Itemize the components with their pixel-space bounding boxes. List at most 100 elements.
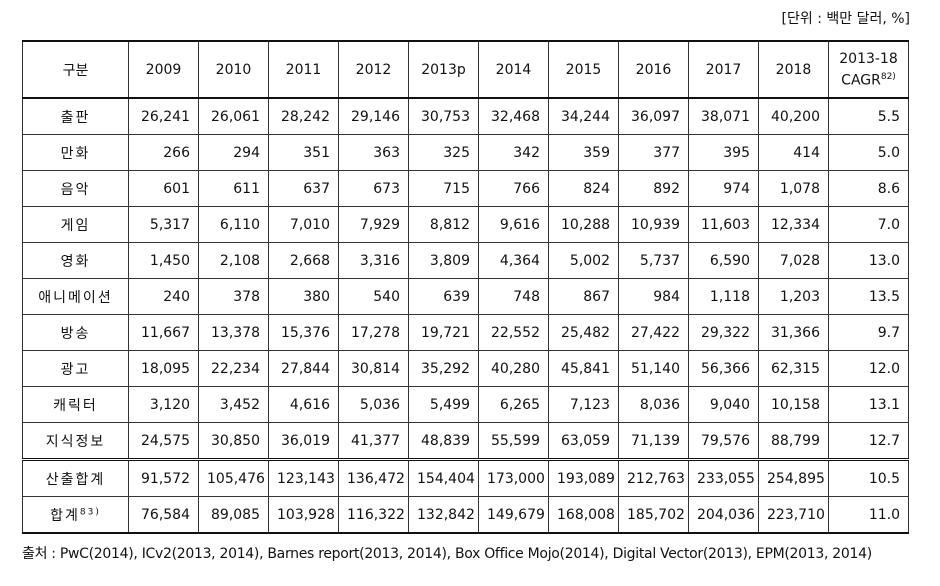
row-label-text: 캐릭터	[53, 397, 98, 414]
cell: 9.7	[828, 314, 909, 351]
cell: 601	[128, 170, 199, 207]
cell: 10,288	[548, 206, 619, 243]
cell: 19,721	[408, 314, 479, 351]
cell: 204,036	[688, 496, 759, 534]
cell: 149,679	[478, 496, 549, 534]
header-cell: 2013-18 CAGR82)	[828, 40, 909, 99]
row-label-text: 출판	[60, 109, 91, 126]
cell: 13,378	[198, 314, 269, 351]
cell: 867	[548, 278, 619, 315]
cell: 1,078	[758, 170, 829, 207]
cell: 7,929	[338, 206, 409, 243]
cell: 7,123	[548, 386, 619, 423]
cell: 17,278	[338, 314, 409, 351]
cell: 29,322	[688, 314, 759, 351]
cell: 28,242	[268, 97, 339, 135]
cell: 294	[198, 134, 269, 171]
cell: 3,316	[338, 242, 409, 279]
cell: 9,616	[478, 206, 549, 243]
cell: 395	[688, 134, 759, 171]
cell: 748	[478, 278, 549, 315]
cell: 26,241	[128, 97, 199, 135]
cell: 5.0	[828, 134, 909, 171]
cell: 30,753	[408, 97, 479, 135]
row-label-text: 영화	[60, 253, 91, 270]
cell: 22,234	[198, 350, 269, 387]
cell: 11,603	[688, 206, 759, 243]
row-label: 애니메이션	[22, 278, 129, 315]
cell: 51,140	[618, 350, 689, 387]
cell: 3,452	[198, 386, 269, 423]
cell: 8.6	[828, 170, 909, 207]
row-label-text: 광고	[60, 361, 91, 378]
cell: 13.1	[828, 386, 909, 423]
cell: 35,292	[408, 350, 479, 387]
cell: 10,939	[618, 206, 689, 243]
cell: 351	[268, 134, 339, 171]
cell: 193,089	[548, 458, 619, 497]
cell: 639	[408, 278, 479, 315]
table-row: 만화 266 294 351 363 325 342 359 377 395 414 5.0	[22, 134, 909, 171]
row-label-text: 합계	[50, 507, 80, 524]
cell: 15,376	[268, 314, 339, 351]
cell: 36,019	[268, 422, 339, 460]
cell: 5,737	[618, 242, 689, 279]
cell: 254,895	[758, 458, 829, 497]
cell: 91,572	[128, 458, 199, 497]
table-row: 산출합계 91,572 105,476 123,143 136,472 154,404 17…	[22, 458, 909, 497]
cell: 38,071	[688, 97, 759, 135]
header-cell: 2009	[128, 40, 199, 99]
cell: 5,036	[338, 386, 409, 423]
cell: 79,576	[688, 422, 759, 460]
cell: 325	[408, 134, 479, 171]
cell: 637	[268, 170, 339, 207]
cell: 4,616	[268, 386, 339, 423]
cell: 22,552	[478, 314, 549, 351]
cell: 12.7	[828, 422, 909, 460]
cell: 5,002	[548, 242, 619, 279]
cell: 29,146	[338, 97, 409, 135]
row-label: 음악	[22, 170, 129, 207]
cell: 359	[548, 134, 619, 171]
table-row: 출판 26,241 26,061 28,242 29,146 30,753 32,468 34…	[22, 97, 909, 135]
row-label-text: 음악	[60, 181, 91, 198]
cell: 6,590	[688, 242, 759, 279]
cell: 540	[338, 278, 409, 315]
cell: 26,061	[198, 97, 269, 135]
header-cell: 2016	[618, 40, 689, 99]
footnote-mark: 82)	[880, 71, 896, 82]
table-row: 영화 1,450 2,108 2,668 3,316 3,809 4,364 5,002 5,7…	[22, 242, 909, 279]
row-label: 만화	[22, 134, 129, 171]
cell: 611	[198, 170, 269, 207]
cell: 2,668	[268, 242, 339, 279]
row-label-text: 지식정보	[45, 433, 106, 450]
cell: 27,422	[618, 314, 689, 351]
cell: 824	[548, 170, 619, 207]
cell: 233,055	[688, 458, 759, 497]
cell: 5,499	[408, 386, 479, 423]
cell: 11.0	[828, 496, 909, 534]
table-row: 방송 11,667 13,378 15,376 17,278 19,721 22,552 25…	[22, 314, 909, 351]
cell: 136,472	[338, 458, 409, 497]
table-row: 애니메이션 240 378 380 540 639 748 867 984 1,118 1,203 1…	[22, 278, 909, 315]
table-row: 게임 5,317 6,110 7,010 7,929 8,812 9,616 10,288 10…	[22, 206, 909, 243]
row-label: 산출합계	[22, 458, 129, 497]
cell: 30,814	[338, 350, 409, 387]
cell: 8,036	[618, 386, 689, 423]
row-label-text: 방송	[60, 325, 91, 342]
cell: 56,366	[688, 350, 759, 387]
row-label: 방송	[22, 314, 129, 351]
cell: 223,710	[758, 496, 829, 534]
cell: 71,139	[618, 422, 689, 460]
table-row: 합계83) 76,584 89,085 103,928 116,322 132,842 14…	[22, 496, 909, 534]
cell: 10.5	[828, 458, 909, 497]
cell: 1,450	[128, 242, 199, 279]
cell: 212,763	[618, 458, 689, 497]
cell: 18,095	[128, 350, 199, 387]
cell: 132,842	[408, 496, 479, 534]
cell: 185,702	[618, 496, 689, 534]
cell: 76,584	[128, 496, 199, 534]
cell: 13.0	[828, 242, 909, 279]
cell: 5,317	[128, 206, 199, 243]
cell: 8,812	[408, 206, 479, 243]
